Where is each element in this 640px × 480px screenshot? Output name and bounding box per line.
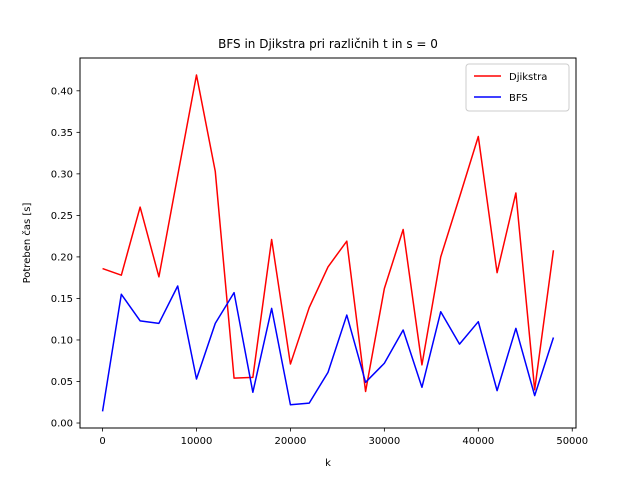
- x-tick-label: 40000: [462, 436, 494, 447]
- plot-frame: [79, 57, 577, 429]
- series-layer: [101, 74, 555, 412]
- x-tick-label: 0: [99, 436, 105, 447]
- y-axis: 0.00 0.05 0.10 0.15 0.20 0.25 0.30 0.35 0.40: [51, 86, 80, 430]
- chart-title: BFS in Djikstra pri različnih t in s = 0: [218, 37, 438, 51]
- y-tick-label: 0.15: [51, 294, 73, 305]
- legend-label-bfs: BFS: [509, 93, 528, 104]
- y-tick-label: 0.35: [51, 128, 73, 139]
- y-axis-label: Potreben čas [s]: [21, 203, 33, 284]
- x-tick-label: 50000: [556, 436, 588, 447]
- x-tick-label: 10000: [181, 436, 213, 447]
- y-tick-label: 0.05: [51, 377, 73, 388]
- x-axis-label: k: [325, 458, 331, 469]
- series-line-bfs: [101, 285, 555, 412]
- legend-label-djikstra: Djikstra: [509, 72, 547, 83]
- legend: Djikstra BFS: [465, 63, 570, 112]
- x-tick-label: 20000: [275, 436, 307, 447]
- y-tick-label: 0.25: [51, 211, 73, 222]
- y-tick-label: 0.40: [51, 86, 73, 97]
- x-tick-label: 30000: [368, 436, 400, 447]
- x-axis: 0 10000 20000 30000 40000 50000: [99, 428, 588, 447]
- y-tick-label: 0.10: [51, 335, 73, 346]
- y-tick-label: 0.00: [51, 419, 73, 430]
- y-tick-label: 0.20: [51, 252, 73, 263]
- y-tick-label: 0.30: [51, 169, 73, 180]
- series-line-djikstra: [102, 74, 555, 393]
